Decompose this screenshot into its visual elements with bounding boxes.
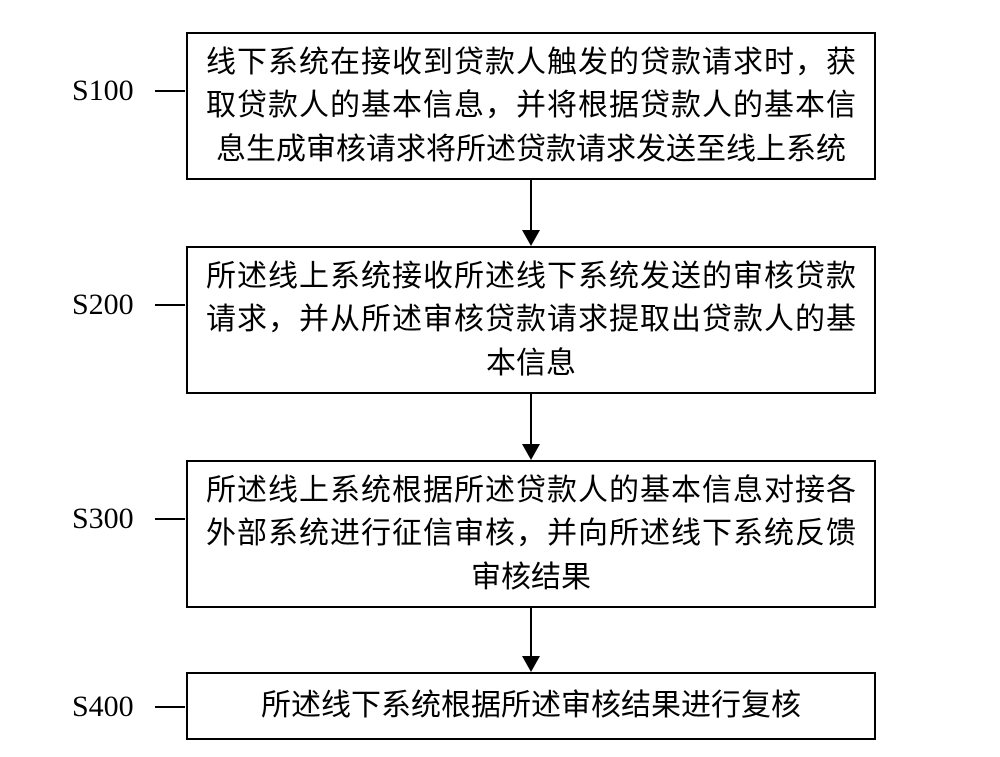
step-box-s300: 所述线上系统根据所述贷款人的基本信息对接各外部系统进行征信审核，并向所述线下系统… — [186, 460, 876, 608]
step-text-s300: 所述线上系统根据所述贷款人的基本信息对接各外部系统进行征信审核，并向所述线下系统… — [206, 469, 856, 600]
step-text-s400: 所述线下系统根据所述审核结果进行复核 — [261, 684, 801, 728]
arrow-line-s200-s300 — [530, 394, 532, 444]
step-label-s400: S400 — [72, 690, 134, 724]
step-text-s200: 所述线上系统接收所述线下系统发送的审核贷款请求，并从所述审核贷款请求提取出贷款人… — [206, 255, 856, 386]
arrow-head-s200-s300 — [522, 444, 540, 460]
label-connector-s400 — [155, 706, 185, 708]
label-connector-s100 — [155, 90, 185, 92]
step-text-s100: 线下系统在接收到贷款人触发的贷款请求时，获取贷款人的基本信息，并将根据贷款人的基… — [206, 41, 856, 172]
label-connector-s300 — [155, 518, 185, 520]
label-connector-s200 — [155, 304, 185, 306]
step-label-s100: S100 — [72, 74, 134, 108]
arrow-head-s300-s400 — [522, 656, 540, 672]
arrow-line-s300-s400 — [530, 608, 532, 656]
arrow-head-s100-s200 — [522, 230, 540, 246]
step-label-s200: S200 — [72, 288, 134, 322]
step-box-s100: 线下系统在接收到贷款人触发的贷款请求时，获取贷款人的基本信息，并将根据贷款人的基… — [186, 32, 876, 180]
step-label-s300: S300 — [72, 502, 134, 536]
flowchart-canvas: S100 线下系统在接收到贷款人触发的贷款请求时，获取贷款人的基本信息，并将根据贷… — [0, 0, 1000, 757]
arrow-line-s100-s200 — [530, 180, 532, 230]
step-box-s200: 所述线上系统接收所述线下系统发送的审核贷款请求，并从所述审核贷款请求提取出贷款人… — [186, 246, 876, 394]
step-box-s400: 所述线下系统根据所述审核结果进行复核 — [186, 672, 876, 740]
